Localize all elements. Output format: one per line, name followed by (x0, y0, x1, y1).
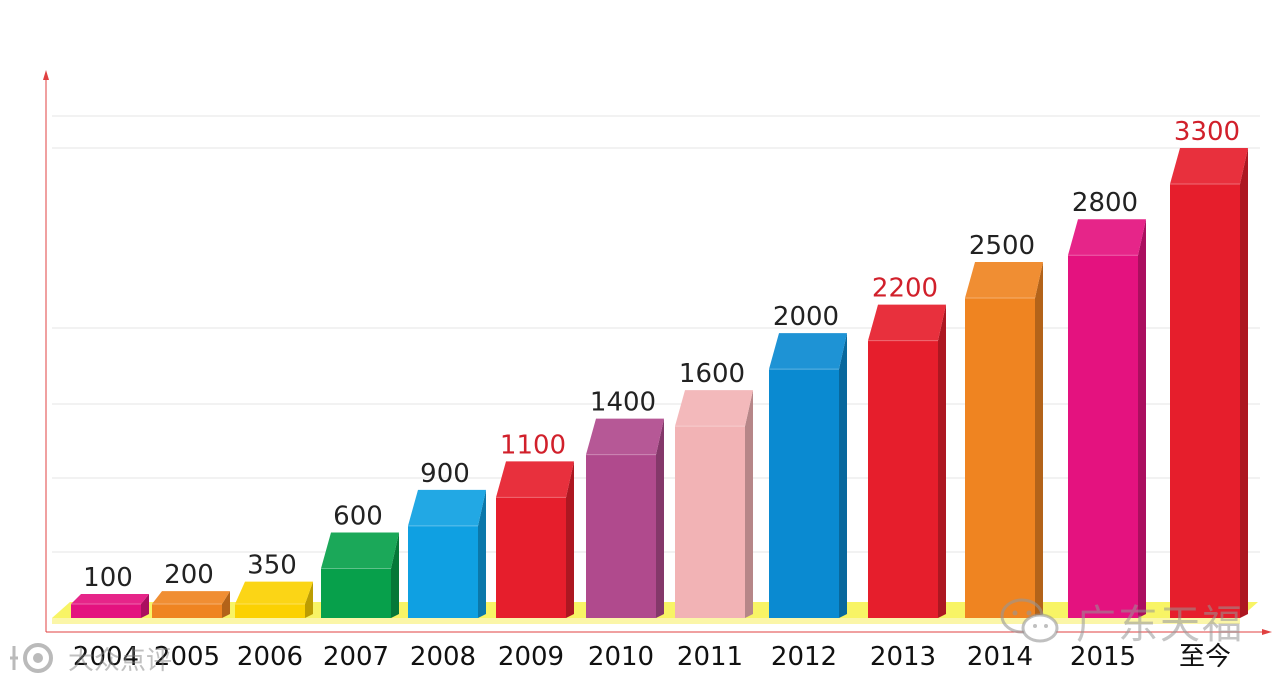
bar-top (152, 591, 230, 604)
bar-2013 (868, 304, 946, 618)
x-tick-label: 2007 (323, 642, 389, 672)
bar-side (938, 304, 946, 618)
x-tick-label: 至今 (1179, 642, 1231, 672)
x-tick-label: 2005 (154, 642, 220, 672)
corner-watermark-text: 大众点评 (68, 645, 173, 676)
bar-top (1170, 148, 1248, 184)
bar-top (965, 261, 1043, 298)
bar-2009 (496, 461, 574, 618)
value-label: 2200 (872, 274, 938, 304)
bar-top (408, 489, 486, 526)
bar-2015 (1068, 219, 1146, 618)
value-label: 1400 (590, 388, 656, 418)
bar-2012 (769, 333, 847, 618)
bar-2011 (675, 390, 753, 618)
bar-front (1068, 255, 1138, 618)
x-tick-label: 2015 (1070, 642, 1136, 672)
bar-至今 (1170, 148, 1248, 618)
x-tick-label: 2012 (771, 642, 837, 672)
axes (43, 70, 1272, 635)
value-label: 900 (420, 459, 470, 489)
bar-top (71, 594, 149, 604)
bar-2007 (321, 532, 399, 618)
x-tick-label: 2014 (967, 642, 1033, 672)
bar-side (222, 591, 230, 618)
floor-edge (52, 618, 1240, 624)
bar-front (71, 604, 141, 618)
bar-side (839, 333, 847, 618)
value-label: 600 (333, 502, 383, 532)
bar-front (675, 426, 745, 618)
bar-side (141, 594, 149, 618)
bar-top (769, 333, 847, 370)
bar-side (566, 461, 574, 618)
bar-2010 (586, 418, 664, 618)
bar-front (235, 604, 305, 618)
bar-front (965, 297, 1035, 618)
x-tick-label: 2008 (410, 642, 476, 672)
bar-front (769, 369, 839, 618)
bar-top (496, 461, 574, 498)
wechat-icon (1000, 598, 1059, 643)
x-tick-label: 2010 (588, 642, 654, 672)
value-label: 1600 (679, 359, 745, 389)
bar-2014 (965, 261, 1043, 618)
bar-top (1068, 219, 1146, 256)
watermark: 广东天福 (1000, 592, 1244, 650)
value-label: 200 (164, 560, 214, 590)
bar-2004 (71, 594, 149, 618)
bar-top (235, 581, 313, 604)
value-label: 2500 (969, 231, 1035, 261)
value-label: 350 (247, 551, 297, 581)
bar-2005 (152, 591, 230, 618)
bar-top (321, 532, 399, 569)
bar-2006 (235, 581, 313, 618)
corner-watermark: 大众点评 (8, 638, 172, 678)
value-label: 2800 (1072, 188, 1138, 218)
bar-front (408, 525, 478, 618)
x-axis-arrow (1262, 629, 1272, 635)
bar-side (305, 581, 313, 618)
bar-side (1138, 219, 1146, 618)
watermark-text: 广东天福 (1076, 602, 1244, 648)
value-label: 100 (83, 563, 133, 593)
x-tick-label: 2009 (498, 642, 564, 672)
bar-side (1035, 261, 1043, 618)
x-tick-label: 2004 (73, 642, 139, 672)
value-labels: 100 200 350 600 900 1100 1400 1600 2000 2200 2500 2… (83, 117, 1240, 593)
bar-side (1240, 148, 1248, 618)
bar-side (478, 489, 486, 618)
logo-icon (10, 643, 53, 673)
bars (71, 148, 1248, 618)
bar-front (496, 497, 566, 618)
bar-side (745, 390, 753, 618)
bar-front (586, 454, 656, 618)
y-axis-arrow (43, 70, 49, 80)
value-label: 3300 (1174, 117, 1240, 147)
bar-side (391, 532, 399, 618)
bar-top (586, 418, 664, 455)
bar-top (868, 304, 946, 341)
x-tick-label: 2006 (237, 642, 303, 672)
value-label: 1100 (500, 430, 566, 460)
bar-2008 (408, 489, 486, 618)
bar-front (868, 340, 938, 618)
x-tick-label: 2013 (870, 642, 936, 672)
bar-side (656, 418, 664, 618)
bar-front (1170, 184, 1240, 618)
bar-front (152, 604, 222, 618)
x-tick-labels: 2004 2005 2006 2007 2008 2009 2010 2011 2012 2013… (73, 642, 1231, 672)
bar-top (675, 390, 753, 427)
bar-front (321, 568, 391, 618)
value-label: 2000 (773, 302, 839, 332)
x-tick-label: 2011 (677, 642, 743, 672)
